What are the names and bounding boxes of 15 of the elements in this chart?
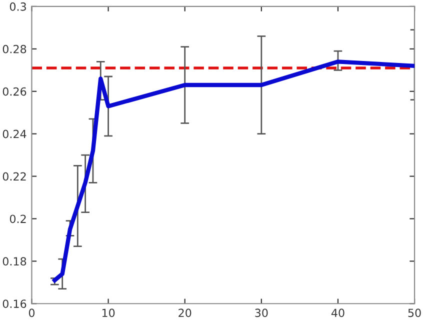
y-tick-label: 0.2	[10, 214, 26, 224]
x-tick-label: 10	[102, 308, 115, 318]
x-tick-label: 30	[255, 308, 268, 318]
line-series	[52, 60, 415, 282]
x-tick-label: 0	[28, 308, 35, 318]
x-tick-label: 20	[178, 308, 192, 318]
y-tick-label: 0.22	[2, 172, 26, 181]
y-tick-label: 0.3	[10, 2, 26, 11]
x-tick-label: 50	[408, 308, 421, 318]
y-tick-label: 0.26	[2, 87, 26, 96]
y-tick-label: 0.16	[2, 300, 26, 308]
y-tick-label: 0.28	[2, 44, 26, 54]
y-tick-label: 0.24	[2, 130, 26, 138]
y-tick-label: 0.18	[2, 257, 26, 266]
x-tick-label: 40	[331, 308, 344, 318]
